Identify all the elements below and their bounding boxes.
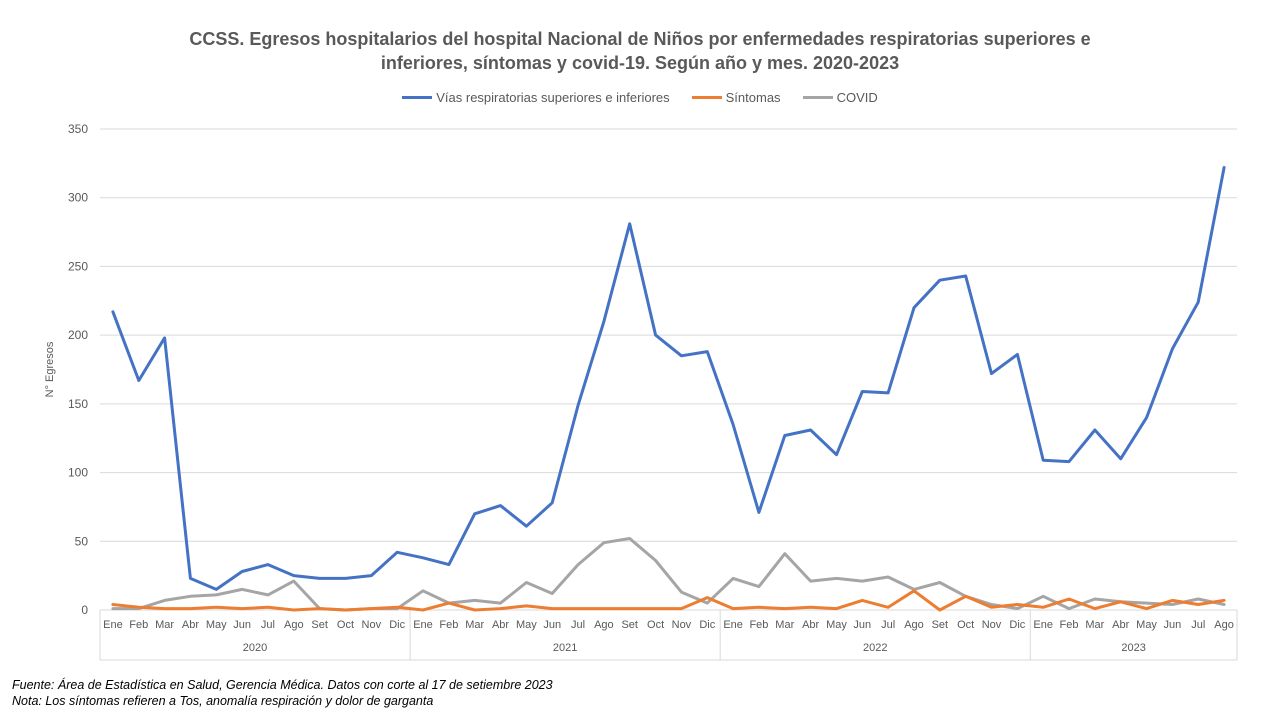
y-tick-label: 0 bbox=[81, 603, 88, 617]
x-tick-label: Abr bbox=[492, 619, 509, 631]
x-tick-label: Jul bbox=[1191, 619, 1205, 631]
y-tick-label: 200 bbox=[68, 328, 88, 342]
x-tick-label: Ene bbox=[413, 619, 433, 631]
x-tick-label: Set bbox=[932, 619, 949, 631]
x-tick-label: Set bbox=[311, 619, 328, 631]
x-tick-label: Ago bbox=[1214, 619, 1234, 631]
footnote: Nota: Los síntomas refieren a Tos, anoma… bbox=[12, 694, 434, 708]
x-tick-label: Jul bbox=[261, 619, 275, 631]
year-label: 2023 bbox=[1121, 642, 1145, 654]
x-tick-label: Abr bbox=[802, 619, 819, 631]
legend-swatch bbox=[691, 96, 722, 99]
y-tick-label: 150 bbox=[68, 397, 88, 411]
x-tick-label: Feb bbox=[439, 619, 458, 631]
x-tick-label: Nov bbox=[672, 619, 692, 631]
x-tick-label: Abr bbox=[182, 619, 199, 631]
legend: Vías respiratorias superiores e inferior… bbox=[0, 90, 1280, 105]
y-tick-label: 300 bbox=[68, 191, 88, 205]
series-line-covid bbox=[111, 537, 1226, 612]
x-tick-label: Dic bbox=[389, 619, 405, 631]
y-tick-label: 250 bbox=[68, 259, 88, 273]
x-tick-label: Mar bbox=[155, 619, 174, 631]
legend-label: Vías respiratorias superiores e inferior… bbox=[436, 90, 670, 105]
x-tick-label: Jun bbox=[233, 619, 251, 631]
chart-title-line-1: CCSS. Egresos hospitalarios del hospital… bbox=[189, 29, 1091, 49]
x-tick-label: May bbox=[516, 619, 537, 631]
x-tick-label: Nov bbox=[362, 619, 382, 631]
x-tick-label: Feb bbox=[1060, 619, 1079, 631]
year-label: 2022 bbox=[863, 642, 887, 654]
legend-label: Síntomas bbox=[725, 90, 781, 105]
x-tick-label: Feb bbox=[749, 619, 768, 631]
legend-swatch bbox=[802, 96, 833, 99]
x-tick-label: Ago bbox=[594, 619, 614, 631]
x-tick-label: Ene bbox=[103, 619, 123, 631]
x-tick-label: Ene bbox=[723, 619, 743, 631]
x-tick-label: Jul bbox=[571, 619, 585, 631]
series-line-s-ntomas bbox=[111, 589, 1226, 612]
x-tick-label: Ago bbox=[284, 619, 304, 631]
y-tick-label: 350 bbox=[68, 122, 88, 136]
x-tick-label: Nov bbox=[982, 619, 1002, 631]
legend-swatch bbox=[402, 96, 433, 99]
y-tick-label: 100 bbox=[68, 466, 88, 480]
x-tick-label: Abr bbox=[1112, 619, 1129, 631]
x-tick-label: Oct bbox=[337, 619, 354, 631]
x-tick-label: Dic bbox=[699, 619, 715, 631]
legend-label: COVID bbox=[836, 90, 878, 105]
x-tick-label: May bbox=[826, 619, 847, 631]
series-line-v-as-respiratorias-superiores-e-inferiores bbox=[111, 166, 1226, 591]
x-tick-label: Mar bbox=[1085, 619, 1104, 631]
x-tick-label: Mar bbox=[465, 619, 484, 631]
x-tick-label: Set bbox=[621, 619, 638, 631]
y-axis-label: N° Egresos bbox=[44, 341, 56, 397]
x-tick-label: Dic bbox=[1009, 619, 1025, 631]
x-tick-label: Oct bbox=[957, 619, 974, 631]
legend-item-vias: Vías respiratorias superiores e inferior… bbox=[402, 90, 670, 105]
year-label: 2020 bbox=[243, 642, 267, 654]
x-tick-label: May bbox=[206, 619, 227, 631]
year-label: 2021 bbox=[553, 642, 577, 654]
x-tick-label: Ene bbox=[1033, 619, 1053, 631]
x-tick-label: Jun bbox=[1164, 619, 1182, 631]
x-tick-label: Ago bbox=[904, 619, 924, 631]
x-tick-label: May bbox=[1136, 619, 1157, 631]
x-tick-label: Oct bbox=[647, 619, 664, 631]
x-tick-label: Jun bbox=[543, 619, 561, 631]
x-tick-label: Feb bbox=[129, 619, 148, 631]
chart-title-line-2: inferiores, síntomas y covid-19. Según a… bbox=[380, 53, 900, 73]
x-tick-label: Jul bbox=[881, 619, 895, 631]
x-tick-label: Mar bbox=[775, 619, 794, 631]
x-tick-label: Jun bbox=[853, 619, 871, 631]
source-note: Fuente: Área de Estadística en Salud, Ge… bbox=[12, 678, 553, 692]
legend-item-covid: COVID bbox=[802, 90, 878, 105]
legend-item-sintomas: Síntomas bbox=[691, 90, 781, 105]
y-tick-label: 50 bbox=[75, 534, 89, 548]
